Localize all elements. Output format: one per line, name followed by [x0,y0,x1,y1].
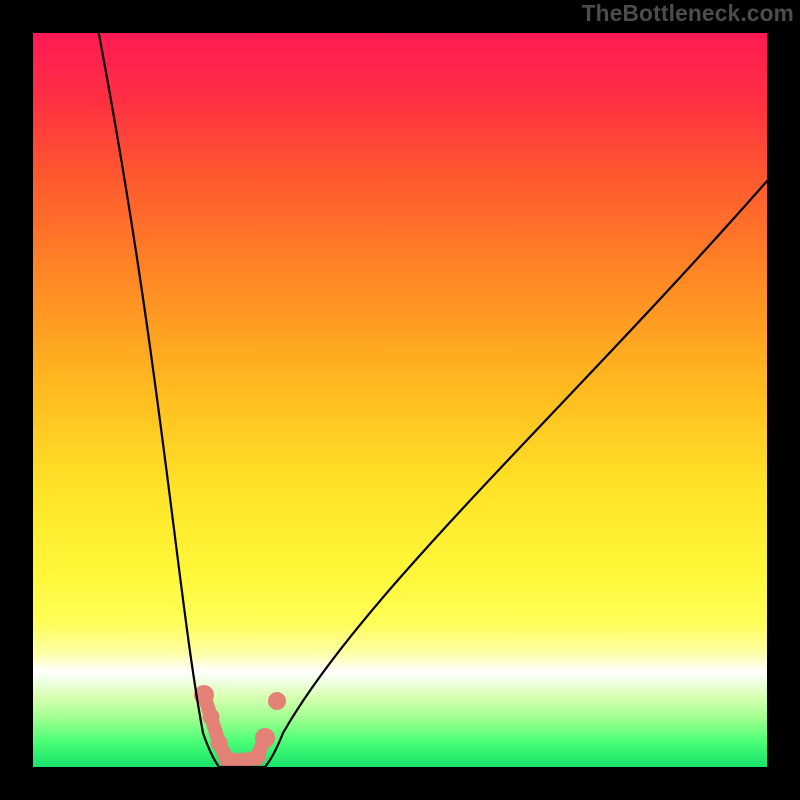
watermark-text: TheBottleneck.com [582,0,794,27]
highlight-dot [268,692,286,710]
curve-layer [33,33,767,767]
plot-area [33,33,767,767]
bottleneck-curve [98,33,767,767]
stage: TheBottleneck.com [0,0,800,800]
